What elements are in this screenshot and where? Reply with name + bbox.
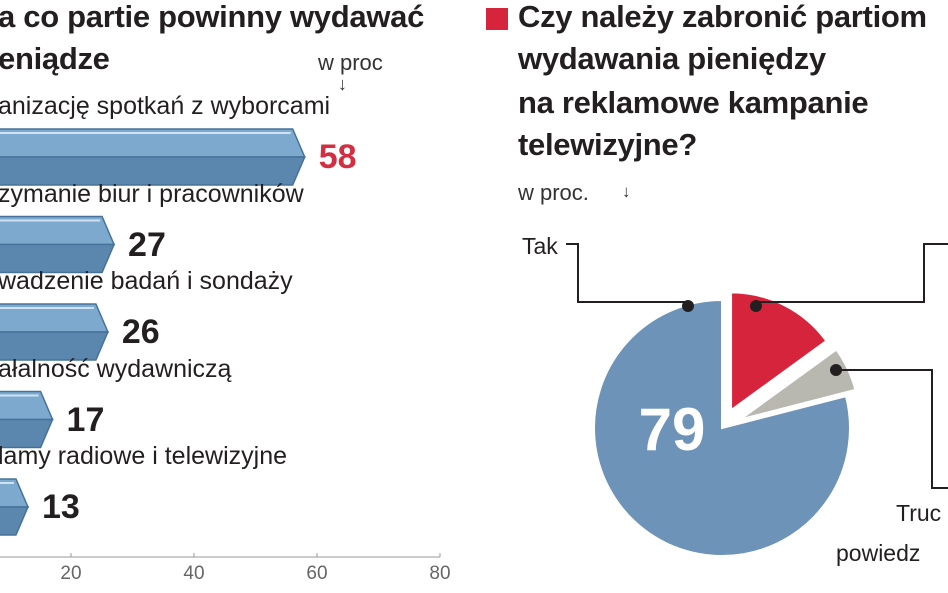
bar-label-1: anizację spotkań z wyborcami: [0, 92, 331, 120]
right-chart-title-line-3: na reklamowe kampanie: [518, 85, 869, 120]
right-chart-title-line-1: Czy należy zabronić partiom: [518, 0, 927, 34]
pie-slice-nie: [730, 291, 828, 413]
leader-dot-trudno: [830, 364, 842, 376]
right-chart-title-square-icon: [486, 8, 508, 30]
pie-slice-trudno-powiedziec: [739, 348, 857, 421]
bar-value-1: 58: [318, 138, 357, 176]
pie-big-value-label: 79: [639, 396, 706, 463]
right-chart-title-line-4: telewizyjne?: [518, 127, 698, 162]
bar-value-2: 27: [128, 225, 166, 264]
leader-dot-nie: [750, 300, 762, 312]
leader-dot-tak: [682, 300, 694, 312]
leader-line-trudno: [836, 369, 948, 489]
pie-label-tak: Tak: [522, 233, 558, 259]
bar-label-5: lamy radiowe i telewizyjne: [0, 442, 288, 470]
pie-label-trudno-line-1: Truc: [896, 500, 942, 526]
bar-1: [0, 128, 306, 186]
left-bar-chart: [0, 128, 441, 558]
right-chart-unit-arrow-icon: ↓: [622, 182, 631, 201]
left-chart-unit-label: w proc: [318, 50, 383, 75]
bar-5: [0, 478, 30, 536]
bar-label-2: zymanie biur i pracowników: [0, 179, 304, 208]
x-tick-label-80: 80: [429, 563, 451, 584]
bar-label-4: ałalność wydawniczą: [0, 354, 232, 383]
bar-label-3: wadzenie badań i sondaży: [0, 267, 293, 295]
x-tick-label-20: 20: [60, 563, 82, 584]
left-chart-title-line-2: eniądze: [0, 41, 110, 76]
bar-3: [0, 303, 110, 361]
x-tick-label-40: 40: [183, 563, 205, 584]
pie-slice-tak: [593, 298, 851, 557]
bar-4: [0, 390, 54, 449]
left-chart-title-line-1: a co partie powinny wydawać: [0, 0, 425, 34]
bar-2: [0, 215, 116, 274]
bar-value-5: 13: [41, 488, 80, 526]
right-chart-title-line-2: wydawania pieniędzy: [518, 41, 826, 76]
left-chart-unit-arrow-icon: ↓: [338, 74, 347, 94]
leader-line-nie: [755, 243, 948, 306]
x-tick-label-60: 60: [306, 563, 328, 584]
leader-line-tak: [566, 243, 689, 306]
bar-value-4: 17: [66, 400, 105, 439]
right-chart-unit-label: w proc.: [518, 180, 589, 205]
pie-label-trudno-line-2: powiedz: [836, 540, 921, 566]
bar-value-3: 26: [121, 313, 160, 351]
